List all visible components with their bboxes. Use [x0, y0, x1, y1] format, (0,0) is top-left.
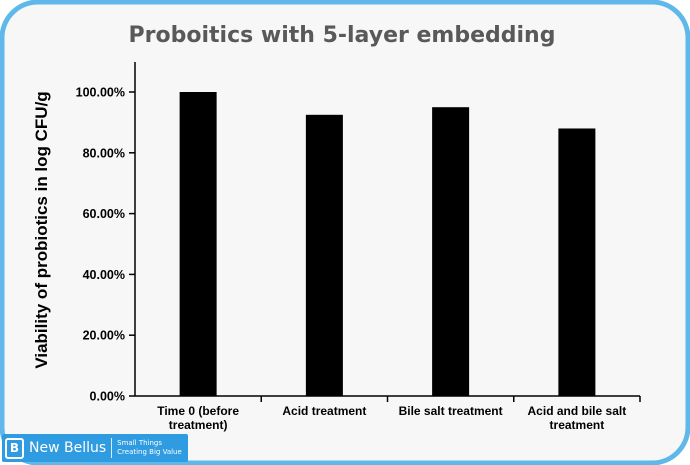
plot-area: 0.00% 20.00% 40.00% 60.00% 80.00% 100.00% Time… — [76, 62, 641, 432]
x-tick-label-line: treatment) — [169, 418, 228, 432]
bar — [305, 114, 343, 397]
brand-logo: B New Bellus Small Things Creating Big V… — [2, 434, 188, 462]
x-tick-label-line: Time 0 (before — [157, 404, 239, 418]
x-tick-label-line: Acid and bile salt — [528, 404, 627, 418]
bar — [179, 92, 217, 396]
y-tick-label: 0.00% — [90, 390, 125, 404]
x-tick-label: Time 0 (before treatment) — [157, 404, 239, 432]
logo-divider — [111, 438, 113, 458]
x-tick-label: Acid treatment — [282, 404, 366, 418]
x-tick-label: Acid and bile salt treatment — [528, 404, 627, 432]
x-tick-label-line: treatment — [550, 418, 605, 432]
y-tick-label: 20.00% — [83, 329, 125, 343]
logo-name: New Bellus — [29, 440, 107, 456]
y-tick-label: 80.00% — [83, 146, 125, 160]
logo-tagline-line-2: Creating Big Value — [117, 448, 182, 456]
logo-mark-icon: B — [5, 437, 24, 459]
y-tick-label: 100.00% — [76, 86, 125, 100]
logo-tagline: Small Things Creating Big Value — [117, 439, 182, 457]
chart-title: Proboitics with 5-layer embedding — [129, 23, 556, 48]
bar — [432, 107, 470, 396]
x-tick-label: Bile salt treatment — [399, 404, 503, 418]
logo-tagline-line-1: Small Things — [117, 439, 163, 447]
x-tick-label-line: Acid treatment — [282, 404, 366, 418]
y-axis-label: Viability of probiotics in log CFU/g — [32, 91, 51, 368]
x-tick-label-line: Bile salt treatment — [399, 404, 503, 418]
y-tick-label: 60.00% — [83, 207, 125, 221]
bar — [558, 128, 596, 397]
y-tick-label: 40.00% — [83, 268, 125, 282]
